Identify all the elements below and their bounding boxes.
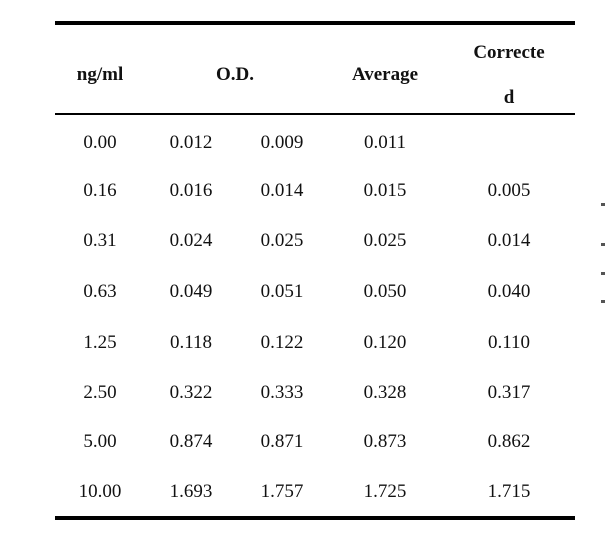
header-corrected-line1: Correcte	[473, 42, 545, 63]
header-od: O.D.	[216, 64, 254, 85]
cell-avg: 0.120	[363, 332, 407, 353]
cell-od2: 0.122	[260, 332, 304, 353]
cell-avg: 0.328	[363, 382, 407, 403]
table-header-rule	[55, 113, 575, 115]
cell-od2: 0.333	[260, 382, 304, 403]
cell-corr: 0.317	[487, 382, 531, 403]
cell-avg: 0.015	[363, 180, 407, 201]
cell-corr: 0.014	[487, 230, 531, 251]
edge-mark	[601, 243, 605, 246]
cell-conc: 0.16	[83, 180, 117, 201]
cell-conc: 0.31	[83, 230, 117, 251]
edge-mark	[601, 300, 605, 303]
cell-od1: 0.012	[169, 132, 213, 153]
cell-od1: 0.049	[169, 281, 213, 302]
cell-conc: 5.00	[83, 431, 117, 452]
cell-avg: 0.025	[363, 230, 407, 251]
cell-od2: 0.025	[260, 230, 304, 251]
edge-mark	[601, 272, 605, 275]
header-corrected-line2: d	[503, 87, 515, 108]
cell-od1: 0.118	[169, 332, 213, 353]
cell-conc: 0.00	[83, 132, 117, 153]
cell-corr: 0.110	[487, 332, 531, 353]
cell-avg: 0.011	[363, 132, 407, 153]
table-bottom-rule	[55, 516, 575, 520]
cell-od1: 0.322	[169, 382, 213, 403]
cell-avg: 1.725	[363, 481, 407, 502]
cell-conc: 1.25	[83, 332, 117, 353]
cell-avg: 0.873	[363, 431, 407, 452]
cell-od2: 0.009	[260, 132, 304, 153]
cell-conc: 0.63	[83, 281, 117, 302]
header-average: Average	[351, 64, 419, 85]
cell-corr: 0.005	[487, 180, 531, 201]
cell-od1: 0.874	[169, 431, 213, 452]
edge-mark	[601, 203, 605, 206]
table-top-rule	[55, 21, 575, 25]
cell-od1: 0.024	[169, 230, 213, 251]
cell-od1: 0.016	[169, 180, 213, 201]
cell-od2: 0.014	[260, 180, 304, 201]
header-conc: ng/ml	[76, 64, 124, 85]
cell-avg: 0.050	[363, 281, 407, 302]
cell-conc: 10.00	[78, 481, 122, 502]
cell-corr: 1.715	[487, 481, 531, 502]
cell-od1: 1.693	[169, 481, 213, 502]
cell-corr: 0.040	[487, 281, 531, 302]
cell-corr: 0.862	[487, 431, 531, 452]
cell-od2: 0.051	[260, 281, 304, 302]
cell-od2: 1.757	[260, 481, 304, 502]
cell-conc: 2.50	[83, 382, 117, 403]
cell-od2: 0.871	[260, 431, 304, 452]
